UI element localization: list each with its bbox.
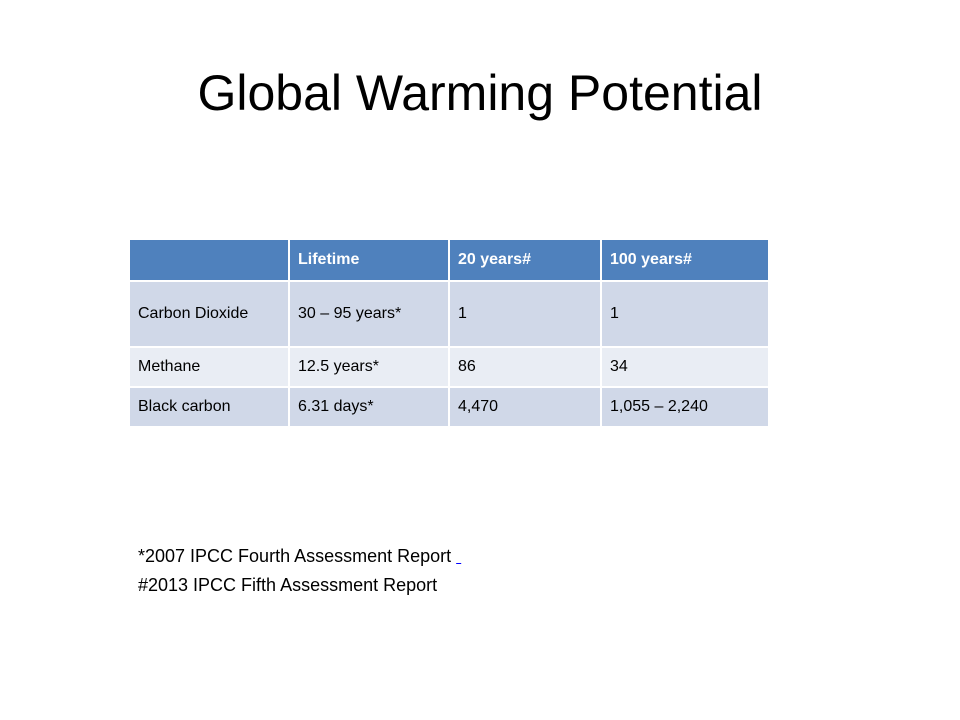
footnote-ar4: *2007 IPCC Fourth Assessment Report (138, 542, 466, 571)
header-cell-lifetime: Lifetime (288, 238, 450, 282)
cell-gas: Black carbon (128, 386, 290, 428)
table-row: Methane 12.5 years* 86 34 (128, 346, 770, 388)
cell-lifetime: 12.5 years* (288, 346, 450, 388)
slide-title: Global Warming Potential (197, 65, 763, 121)
cell-gas: Carbon Dioxide (128, 280, 290, 348)
footnote-ar5: #2013 IPCC Fifth Assessment Report (138, 575, 438, 595)
header-cell-empty (128, 238, 290, 282)
gwp-table: Lifetime 20 years# 100 years# Carbon Dio… (128, 238, 770, 428)
header-cell-20-years: 20 years# (448, 238, 602, 282)
table-row: Carbon Dioxide 30 – 95 years* 1 1 (128, 280, 770, 348)
cell-gwp-20: 86 (448, 346, 602, 388)
cell-gwp-100: 1,055 – 2,240 (600, 386, 770, 428)
cell-gwp-20: 4,470 (448, 386, 602, 428)
cell-gwp-100: 34 (600, 346, 770, 388)
cell-gas: Methane (128, 346, 290, 388)
footnote-ar4-text: *2007 IPCC Fourth Assessment Report (138, 546, 452, 566)
table-row: Black carbon 6.31 days* 4,470 1,055 – 2,… (128, 386, 770, 428)
cell-lifetime: 6.31 days* (288, 386, 450, 428)
table-header-row: Lifetime 20 years# 100 years# (128, 238, 770, 282)
cell-lifetime: 30 – 95 years* (288, 280, 450, 348)
cell-gwp-100: 1 (600, 280, 770, 348)
header-cell-100-years: 100 years# (600, 238, 770, 282)
footnotes: *2007 IPCC Fourth Assessment Report #201… (138, 542, 466, 600)
cell-gwp-20: 1 (448, 280, 602, 348)
footnote-link[interactable] (456, 542, 466, 571)
